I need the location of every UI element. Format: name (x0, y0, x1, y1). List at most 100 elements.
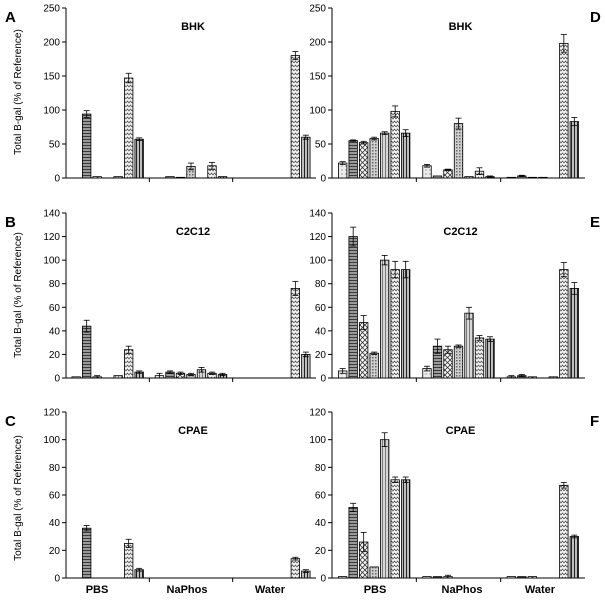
y-tick-label: 100 (43, 256, 60, 267)
bar-a-pbs-s2 (82, 113, 92, 179)
category-label-pbs-right: PBS (364, 584, 387, 596)
y-tick-label: 120 (309, 408, 326, 419)
panel-c: C CPAE 0 20 40 60 80 100 120 (5, 408, 316, 585)
chart-title-e: C2C12 (443, 226, 477, 238)
y-tick-label: 0 (54, 174, 60, 185)
bar-a-pbs-s5 (113, 176, 123, 179)
bar-e-water-s6 (559, 269, 569, 379)
y-tick-label: 80 (49, 463, 61, 474)
y-tick-label: 20 (49, 350, 61, 361)
panel-letter-d: D (590, 9, 601, 26)
bar-f-naphos-s1 (422, 576, 432, 579)
y-tick-label: 100 (309, 435, 326, 446)
bar-b-water-s6 (290, 288, 300, 379)
category-label-water-left: Water (255, 584, 286, 596)
bar-d-naphos-s5 (464, 176, 474, 179)
bar-c-pbs-s6 (124, 543, 134, 579)
bar-a-water-s6 (290, 55, 300, 179)
y-tick-label: 120 (309, 232, 326, 243)
bar-f-pbs-s5 (380, 439, 390, 579)
y-tick-label: 80 (49, 279, 61, 290)
y-tick-label: 0 (54, 574, 60, 585)
bar-b-pbs-s1 (71, 376, 81, 379)
bar-d-water-s7 (569, 121, 579, 179)
bar-b-pbs-s6 (124, 349, 134, 379)
bar-f-pbs-s1 (338, 576, 348, 579)
bar-a-pbs-s7 (134, 138, 144, 179)
panel-letter-f: F (590, 413, 599, 430)
bar-e-pbs-s7 (401, 269, 411, 379)
bar-d-pbs-s2 (348, 140, 358, 179)
y-tick-label: 250 (43, 4, 60, 15)
y-axis-label-b: Total B-gal (% of Reference) (13, 232, 24, 358)
bar-b-pbs-s5 (113, 375, 123, 379)
bar-f-pbs-s7 (401, 479, 411, 579)
bar-f-water-s6 (559, 484, 569, 579)
category-label-naphos-right: NaPhos (442, 584, 483, 596)
bar-e-pbs-s3 (359, 322, 369, 379)
y-tick-label: 20 (315, 546, 327, 557)
panel-a: A BHK 0 50 100 150 200 250 (5, 4, 316, 185)
bar-f-water-s3 (527, 576, 537, 579)
bar-b-water-s7 (301, 354, 311, 379)
bar-f-water-s7 (569, 536, 579, 579)
bar-c-water-s6 (290, 558, 300, 579)
y-tick-label: 0 (320, 174, 326, 185)
bar-e-pbs-s5 (380, 259, 390, 379)
y-tick-label: 40 (49, 326, 61, 337)
panel-f: F CPAE 0 20 40 60 80 100 120 (309, 408, 599, 585)
panel-letter-b: B (5, 214, 16, 231)
category-label-naphos-left: NaPhos (167, 584, 208, 596)
bar-d-naphos-s1 (422, 165, 432, 179)
y-axis-label-a: Total B-gal (% of Reference) (13, 29, 24, 155)
y-tick-label: 50 (49, 140, 61, 151)
panel-letter-c: C (5, 413, 16, 430)
bar-f-naphos-s2 (432, 576, 443, 579)
y-tick-label: 0 (320, 574, 326, 585)
y-tick-label: 20 (315, 350, 327, 361)
chart-title-b: C2C12 (176, 226, 210, 238)
bar-a-pbs-s3 (92, 176, 102, 179)
y-tick-label: 0 (320, 374, 326, 385)
bar-e-pbs-s2 (348, 236, 358, 379)
y-tick-label: 100 (309, 106, 326, 117)
y-tick-label: 60 (315, 303, 327, 314)
y-tick-label: 250 (309, 4, 326, 15)
bar-d-pbs-s6 (390, 110, 400, 179)
y-tick-label: 20 (49, 546, 61, 557)
bar-d-pbs-s5 (380, 132, 390, 179)
bar-d-pbs-s3 (359, 142, 369, 179)
category-label-pbs-left: PBS (86, 584, 109, 596)
bar-d-water-s1 (506, 176, 516, 179)
panel-b: B C2C12 0 20 40 60 80 100 120 140 (5, 209, 316, 385)
chart-title-f: CPAE (446, 425, 476, 437)
y-tick-label: 80 (315, 463, 327, 474)
panel-e: E C2C12 0 20 40 60 80 100 120 140 (309, 209, 600, 385)
y-tick-label: 60 (315, 491, 327, 502)
bar-e-water-s7 (569, 288, 579, 379)
panel-letter-a: A (5, 9, 16, 26)
bar-e-naphos-s4 (453, 345, 464, 379)
bar-a-naphos-s7 (217, 176, 228, 179)
bar-f-water-s1 (506, 576, 516, 579)
y-tick-label: 150 (43, 72, 60, 83)
bar-d-naphos-s2 (432, 175, 443, 179)
panel-d: D BHK 0 50 100 150 200 250 (309, 4, 601, 185)
bar-d-naphos-s4 (453, 123, 464, 179)
bar-e-pbs-s6 (390, 269, 400, 379)
bar-d-water-s6 (559, 42, 569, 179)
bar-e-naphos-s6 (474, 337, 485, 379)
y-axis-label-c: Total B-gal (% of Reference) (13, 435, 24, 561)
y-tick-label: 140 (43, 209, 60, 220)
y-tick-label: 40 (315, 518, 327, 529)
y-tick-label: 120 (43, 408, 60, 419)
y-tick-label: 120 (43, 232, 60, 243)
bar-d-pbs-s1 (338, 162, 348, 179)
y-tick-label: 60 (49, 491, 61, 502)
y-tick-label: 80 (315, 279, 327, 290)
y-tick-label: 40 (49, 518, 61, 529)
y-tick-label: 100 (43, 106, 60, 117)
y-tick-label: 150 (309, 72, 326, 83)
bar-f-pbs-s6 (390, 479, 400, 579)
